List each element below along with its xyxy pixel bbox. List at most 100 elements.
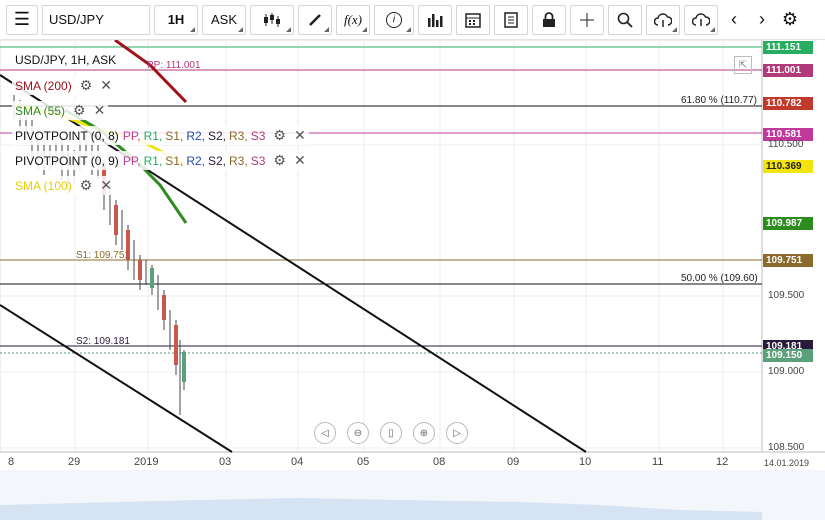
pivot1-settings-icon[interactable]: ⚙ [273, 127, 286, 143]
price-label-7: 109.751 [763, 254, 813, 267]
volume-button[interactable] [418, 4, 452, 35]
pivot2-settings-icon[interactable]: ⚙ [273, 152, 286, 168]
chart-title-legend: USD/JPY, 1H, ASK [12, 52, 120, 68]
indicators-button[interactable]: f(x) [336, 4, 370, 35]
calendar-icon [465, 12, 481, 28]
zoom-button[interactable] [608, 4, 642, 35]
x-tick-4: 04 [291, 456, 304, 468]
popout-icon[interactable]: ⇱ [734, 56, 752, 74]
info-button[interactable]: i [374, 4, 414, 35]
x-tick-7: 09 [507, 456, 520, 468]
scroll-left-icon: ◁ [321, 427, 329, 439]
price-label-text: 110.581 [766, 129, 802, 140]
price-label-text: 109.150 [766, 350, 803, 361]
pivot1-label: PIVOTPOINT (0, 8) [15, 128, 119, 143]
price-label-1: 111.151 [763, 41, 813, 54]
settings-button[interactable]: ⚙ [778, 4, 802, 35]
reset-zoom-icon: ▯ [388, 427, 394, 439]
y-tick-1: 109.500 [768, 290, 805, 301]
price-label-text: 111.151 [766, 42, 802, 53]
legend-pivot1: PIVOTPOINT (0, 8) PP, R1, S1, R2, S2, R3… [12, 126, 309, 145]
sma200-remove-icon[interactable]: ✕ [100, 77, 112, 93]
toolbar: ☰ 1H ASK f(x) i ‹ › ⚙ [0, 0, 825, 40]
magnifier-icon [617, 12, 633, 28]
pivot2-r3: R3, [229, 153, 248, 168]
pivot1-r1: R1, [143, 128, 163, 143]
sma200-label: SMA (200) [15, 78, 72, 93]
chart-area[interactable]: PP: 111.001 61.80 % (110.77) S1: 109.751… [0, 40, 825, 520]
x-tick-8: 10 [579, 456, 592, 468]
y-tick-2: 109.000 [768, 366, 805, 377]
prev-button[interactable]: ‹ [722, 4, 746, 35]
legend-sma200: SMA (200) ⚙ ✕ [12, 76, 115, 95]
price-type-button[interactable]: ASK [202, 4, 246, 35]
pivot2-s3: S3 [250, 153, 266, 168]
sma55-settings-icon[interactable]: ⚙ [73, 102, 86, 118]
crosshair-button[interactable] [570, 4, 604, 35]
sma100-label: SMA (100) [15, 178, 72, 193]
price-label-text: 109.751 [766, 255, 803, 266]
sma200-settings-icon[interactable]: ⚙ [79, 77, 93, 93]
zoom-out-button[interactable]: ⊖ [347, 422, 369, 444]
pivot1-s1: S1, [165, 128, 184, 143]
sma100-settings-icon[interactable]: ⚙ [79, 177, 93, 193]
trendline-lower [0, 304, 233, 453]
lock-button[interactable] [532, 4, 566, 35]
chart-type-button[interactable] [250, 4, 294, 35]
info-icon: i [386, 11, 402, 28]
sma200-line [114, 40, 188, 104]
draw-tool-button[interactable] [298, 4, 332, 35]
x-tick-9: 11 [652, 456, 664, 468]
next-button[interactable]: › [750, 4, 774, 35]
symbol-input[interactable] [42, 4, 150, 35]
price-label-6: 109.987 [763, 217, 813, 230]
legend-sma55: SMA (55) ⚙ ✕ [12, 101, 109, 120]
pivot2-r1: R1, [143, 153, 163, 168]
candles-icon [264, 12, 280, 27]
chevron-right-icon: › [759, 9, 765, 29]
upload-button[interactable] [646, 4, 680, 35]
pivot1-s3: S3 [250, 128, 266, 143]
menu-button[interactable]: ☰ [6, 4, 38, 35]
pivot2-remove-icon[interactable]: ✕ [293, 152, 306, 168]
pivot2-r2: R2, [186, 153, 205, 168]
cloud-download-icon [692, 12, 710, 26]
price-label-text: 109.181 [766, 341, 803, 352]
scroll-right-button[interactable]: ▷ [446, 422, 468, 444]
pivot1-remove-icon[interactable]: ✕ [293, 127, 306, 143]
download-button[interactable] [684, 4, 718, 35]
pivot1-r2: R2, [186, 128, 205, 143]
template-button[interactable] [494, 4, 528, 35]
x-tick-6: 08 [433, 456, 446, 468]
price-label-2: 111.001 [763, 64, 813, 77]
scroll-left-button[interactable]: ◁ [314, 422, 336, 444]
s2-level-label: S2: 109.181 [76, 336, 130, 347]
reset-zoom-button[interactable]: ▯ [380, 422, 402, 444]
s1-level-label: S1: 109.751 [76, 250, 130, 261]
x-tick-1: 29 [68, 456, 81, 468]
timeframe-label: 1H [167, 12, 185, 27]
navigator-area [0, 498, 762, 520]
price-label-3: 110.782 [763, 97, 813, 110]
sma100-remove-icon[interactable]: ✕ [100, 177, 112, 193]
calendar-button[interactable] [456, 4, 490, 35]
price-label-5: 110.369 [763, 160, 813, 173]
crosshair-icon [580, 12, 594, 27]
price-label-text: 111.001 [766, 65, 802, 76]
chart-nav-controls: ◁ ⊖ ▯ ⊕ ▷ [314, 422, 479, 444]
chevron-left-icon: ‹ [731, 9, 737, 29]
timeframe-button[interactable]: 1H [154, 4, 198, 35]
pivot1-pp: PP, [122, 128, 141, 143]
price-label-9: 109.150 [763, 349, 813, 362]
pivot1-r3: R3, [229, 128, 248, 143]
zoom-in-button[interactable]: ⊕ [413, 422, 435, 444]
sma55-remove-icon[interactable]: ✕ [93, 102, 106, 118]
scroll-right-icon: ▷ [453, 427, 461, 439]
x-tick-2: 2019 [134, 456, 159, 468]
price-label-text: 110.782 [766, 98, 802, 109]
document-icon [504, 11, 518, 28]
pivot2-label: PIVOTPOINT (0, 9) [15, 153, 119, 168]
function-icon: f(x) [343, 11, 363, 27]
price-label-text: 110.369 [766, 161, 802, 172]
price-type-label: ASK [210, 12, 237, 27]
